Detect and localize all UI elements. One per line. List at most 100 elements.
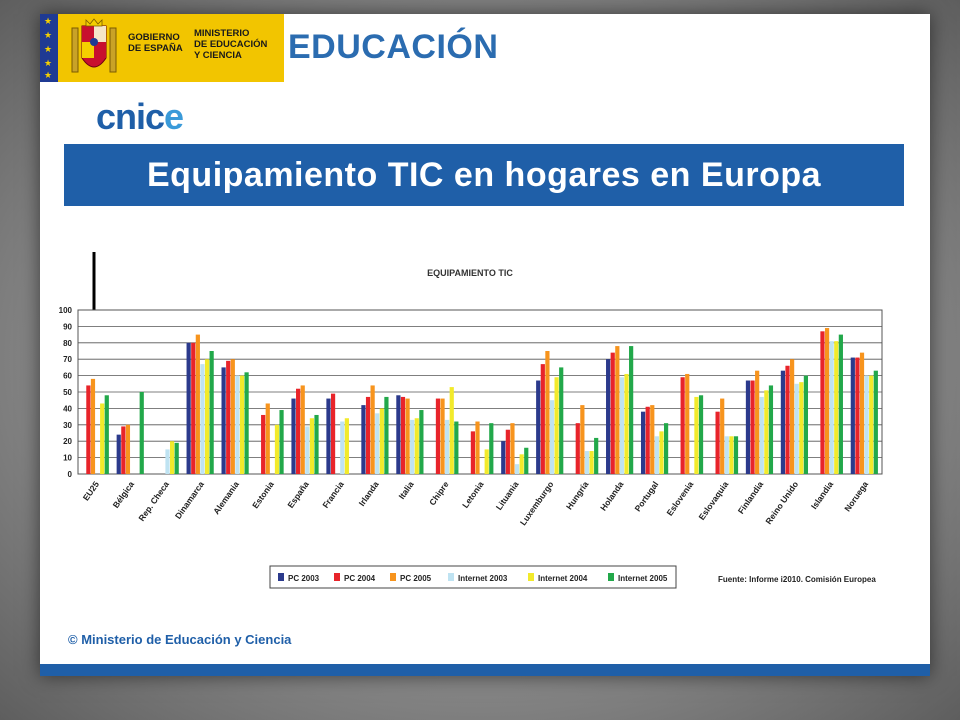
bar-pc-2003 bbox=[536, 380, 541, 474]
bar-pc-2003 bbox=[501, 441, 506, 474]
bar-internet-2005 bbox=[524, 447, 529, 474]
bar-internet-2003 bbox=[654, 436, 659, 474]
government-text: GOBIERNO DE ESPAÑA bbox=[128, 32, 183, 54]
bar-internet-2003 bbox=[410, 419, 415, 474]
bar-pc-2004 bbox=[191, 342, 196, 474]
legend-box bbox=[269, 565, 677, 589]
bar-internet-2003 bbox=[445, 419, 450, 474]
legend-swatch bbox=[448, 573, 454, 581]
bar-internet-2004 bbox=[204, 359, 210, 474]
bar-internet-2004 bbox=[764, 390, 769, 474]
bar-pc-2004 bbox=[610, 352, 615, 474]
bar-internet-2003 bbox=[340, 421, 345, 474]
bar-internet-2003 bbox=[724, 436, 729, 474]
bar-pc-2005 bbox=[650, 405, 655, 474]
bar-pc-2004 bbox=[296, 388, 301, 474]
y-tick-label: 50 bbox=[63, 388, 72, 397]
bar-internet-2005 bbox=[314, 414, 319, 474]
x-tick-label: Finlandia bbox=[736, 479, 766, 516]
bar-pc-2004 bbox=[750, 380, 755, 474]
bar-internet-2004 bbox=[484, 449, 489, 474]
bar-internet-2004 bbox=[554, 377, 559, 474]
bar-pc-2003 bbox=[291, 398, 296, 474]
bar-internet-2005 bbox=[489, 423, 494, 474]
x-tick-label: Rep. Checa bbox=[136, 479, 171, 523]
bar-pc-2004 bbox=[400, 396, 406, 474]
bar-pc-2004 bbox=[330, 393, 336, 474]
bar-internet-2005 bbox=[663, 423, 669, 474]
x-tick-label: Luxemburgo bbox=[518, 479, 556, 527]
bar-pc-2005 bbox=[720, 398, 725, 474]
bar-pc-2004 bbox=[785, 365, 790, 474]
bar-pc-2003 bbox=[640, 411, 646, 474]
bar-internet-2005 bbox=[698, 395, 704, 474]
bar-internet-2004 bbox=[449, 387, 454, 474]
legend-label: PC 2003 bbox=[288, 574, 320, 583]
x-tick-label: Italia bbox=[396, 479, 415, 501]
x-tick-label: Islandia bbox=[809, 479, 836, 511]
bar-pc-2003 bbox=[850, 357, 855, 474]
slide-title-bar: Equipamiento TIC en hogares en Europa bbox=[64, 144, 904, 206]
bar-pc-2003 bbox=[326, 398, 331, 474]
bar-internet-2004 bbox=[344, 418, 349, 474]
bar-internet-2005 bbox=[559, 367, 564, 474]
bar-pc-2004 bbox=[855, 357, 860, 474]
x-tick-label: Letonia bbox=[460, 479, 486, 510]
bar-internet-2004 bbox=[239, 375, 245, 474]
x-tick-label: Noruega bbox=[842, 479, 870, 513]
x-tick-label: Francia bbox=[320, 479, 346, 510]
bar-internet-2004 bbox=[100, 403, 105, 474]
y-tick-label: 100 bbox=[59, 306, 73, 315]
slide-title: Equipamiento TIC en hogares en Europa bbox=[146, 156, 822, 194]
bar-internet-2005 bbox=[803, 375, 809, 474]
bar-internet-2004 bbox=[589, 451, 594, 474]
x-tick-label: Portugal bbox=[632, 479, 660, 513]
bar-internet-2005 bbox=[629, 346, 634, 474]
bar-internet-2004 bbox=[694, 396, 699, 474]
bar-internet-2004 bbox=[624, 373, 629, 474]
bar-internet-2003 bbox=[514, 464, 520, 474]
bar-pc-2004 bbox=[365, 396, 371, 474]
y-tick-label: 90 bbox=[63, 322, 72, 331]
y-tick-label: 40 bbox=[63, 404, 72, 413]
education-banner-word: EDUCACIÓN bbox=[288, 28, 499, 66]
bar-internet-2005 bbox=[244, 372, 249, 474]
y-tick-label: 0 bbox=[68, 470, 73, 479]
x-tick-label: Hungría bbox=[564, 479, 591, 511]
x-tick-label: Eslovenia bbox=[664, 479, 695, 517]
bar-internet-2003 bbox=[375, 413, 380, 474]
ministry-text: MINISTERIO DE EDUCACIÓN Y CIENCIA bbox=[194, 28, 268, 61]
bar-internet-2004 bbox=[274, 424, 280, 474]
bar-pc-2005 bbox=[510, 423, 515, 474]
bar-pc-2004 bbox=[715, 411, 720, 474]
legend-swatch bbox=[390, 573, 396, 581]
bar-internet-2003 bbox=[619, 377, 625, 474]
y-tick-label: 30 bbox=[63, 421, 72, 430]
x-tick-label: España bbox=[285, 479, 311, 510]
cnice-logo: cnice bbox=[96, 96, 184, 137]
bar-internet-2003 bbox=[549, 400, 555, 474]
bar-pc-2005 bbox=[230, 359, 235, 474]
x-tick-label: Eslovaquia bbox=[696, 479, 730, 522]
legend-swatch bbox=[278, 573, 284, 581]
bar-internet-2004 bbox=[519, 454, 524, 474]
x-tick-label: Dinamarca bbox=[173, 479, 206, 521]
bar-pc-2005 bbox=[475, 421, 480, 474]
bar-pc-2005 bbox=[790, 359, 795, 474]
source-note: Fuente: Informe i2010. Comisión Europea bbox=[718, 575, 876, 584]
bar-pc-2003 bbox=[116, 434, 121, 474]
slide: ★ ★ ★ ★ ★ GOBIERNO DE ESPAÑA MINISTERIO DE E… bbox=[40, 14, 930, 676]
bar-pc-2005 bbox=[195, 334, 200, 474]
bar-pc-2005 bbox=[300, 385, 305, 474]
bar-internet-2005 bbox=[279, 410, 284, 474]
legend-label: PC 2004 bbox=[344, 574, 376, 583]
y-tick-label: 70 bbox=[63, 355, 72, 364]
bar-pc-2004 bbox=[575, 423, 580, 474]
bar-pc-2004 bbox=[680, 377, 685, 474]
bar-pc-2004 bbox=[820, 331, 825, 474]
legend-label: PC 2005 bbox=[400, 574, 432, 583]
chart: EQUIPAMIENTO TIC 0 10 20 30 40 50 60 70 80 90 100 EU… bbox=[59, 268, 883, 589]
legend-swatch bbox=[528, 573, 534, 581]
bar-internet-2005 bbox=[174, 442, 179, 474]
bar-pc-2005 bbox=[545, 351, 550, 474]
